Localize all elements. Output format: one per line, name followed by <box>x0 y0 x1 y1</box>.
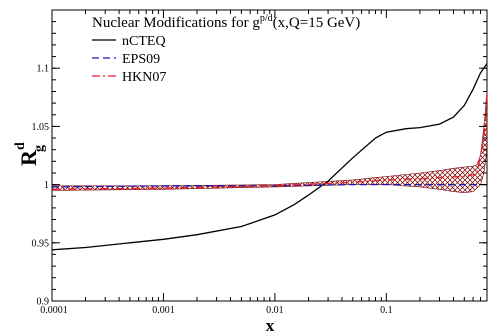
y-tick-label: 1.1 <box>37 64 50 75</box>
x-tick-label: 0.001 <box>152 305 175 316</box>
chart-annotation: Nuclear Modifications for gp/d(x,Q=15 Ge… <box>92 13 360 31</box>
series-line-eps09 <box>52 183 487 188</box>
x-tick-label: 0.01 <box>266 305 284 316</box>
legend-label-eps09: EPS09 <box>122 52 160 67</box>
y-tick-label: 1 <box>44 180 49 191</box>
y-tick-label: 1.05 <box>32 122 50 133</box>
y-tick-label: 0.9 <box>37 297 50 308</box>
x-axis-ticks: 0.0001 0.001 0.01 0.1 <box>40 10 488 316</box>
annotation-superscript: p/d <box>260 13 273 24</box>
series-line-hkn07 <box>52 91 488 190</box>
annotation-text-end: (x,Q=15 GeV) <box>273 15 361 31</box>
y-axis-label-sub: g <box>32 145 47 152</box>
x-tick-label: 0.0001 <box>40 305 68 316</box>
y-tick-label: 0.95 <box>32 238 50 249</box>
legend: nCTEQ EPS09 HKN07 <box>92 34 166 85</box>
series-layer <box>52 63 488 251</box>
y-axis-ticks: 0.9 0.95 1 1.05 1.1 <box>32 21 487 308</box>
x-tick-label: 0.1 <box>380 305 393 316</box>
y-axis-label-sup: d <box>13 142 28 150</box>
x-axis-label: x <box>266 316 275 334</box>
y-axis-label-main: R <box>16 149 41 166</box>
legend-label-hkn07: HKN07 <box>122 70 166 85</box>
y-axis-label: R g d <box>13 142 47 166</box>
legend-label-ncteq: nCTEQ <box>122 34 166 49</box>
annotation-text: Nuclear Modifications for g <box>92 15 260 31</box>
plot-frame <box>51 9 488 302</box>
series-line-ncteq <box>52 63 488 251</box>
